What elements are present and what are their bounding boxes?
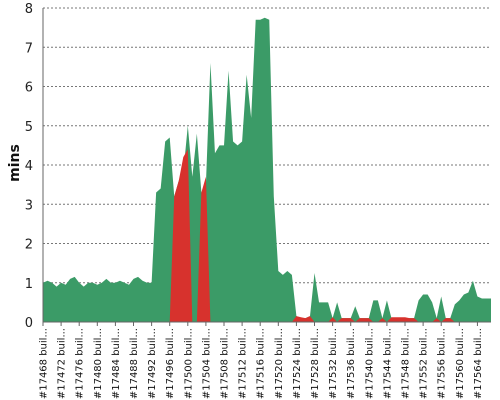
y-tick-label: 4 [25,159,33,174]
x-tick-label: #17476 buil... [75,328,86,399]
y-tick-label: 5 [25,120,33,135]
y-tick-label: 0 [25,316,33,331]
area-layer [43,17,491,323]
x-tick-label: #17524 buil... [292,328,303,399]
x-tick-label: #17472 buil... [57,328,68,399]
x-tick-label: #17520 buil... [274,328,285,399]
x-tick-label: #17540 buil... [364,328,375,399]
y-tick-label: 7 [25,41,33,56]
x-tick-label: #17500 buil... [183,328,194,399]
x-tick-label: #17536 buil... [346,328,357,399]
x-tick-label: #17556 buil... [437,328,448,399]
x-tick-label: #17516 buil... [256,328,267,399]
x-tick-label: #17544 buil... [382,328,393,399]
y-tick-label: 3 [25,198,33,213]
x-tick-label: #17560 buil... [455,328,466,399]
y-tick-label: 8 [25,2,33,17]
x-tick-label: #17564 buil... [473,328,484,399]
duration-area-series [43,17,491,323]
x-tick-label: #17480 buil... [93,328,104,399]
y-axis-label: mins [7,144,23,182]
x-tick-label: #17468 buil... [39,328,50,399]
x-tick-label: #17548 buil... [401,328,412,399]
axis-layer: 0 1 2 3 4 5 6 7 8 #17468 buil... #17472 buil... #17… [25,2,491,399]
x-tick-label: #17532 buil... [328,328,339,399]
y-tick-label: 2 [25,238,33,253]
x-tick-label: #17508 buil... [220,328,231,399]
x-tick-label: #17512 buil... [238,328,249,399]
x-tick-label: #17528 buil... [310,328,321,399]
x-tick-label: #17552 buil... [419,328,430,399]
y-tick-label: 6 [25,81,33,96]
x-tick-label: #17492 buil... [147,328,158,399]
x-tick-label: #17484 buil... [111,328,122,399]
x-tick-label: #17488 buil... [129,328,140,399]
y-tick-label: 1 [25,277,33,292]
x-tick-label: #17504 buil... [201,328,212,399]
x-tick-label: #17496 buil... [165,328,176,399]
